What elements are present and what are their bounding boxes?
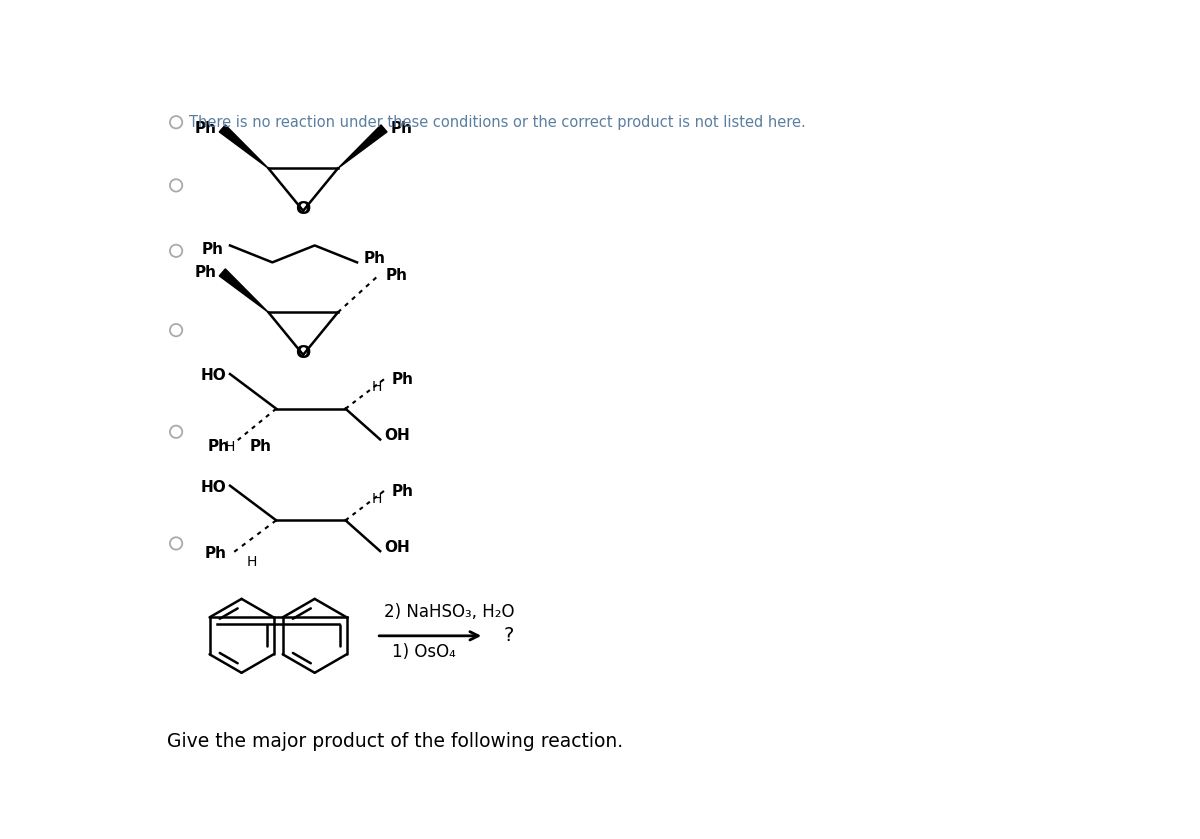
Text: OH: OH xyxy=(384,429,409,443)
Text: Ph: Ph xyxy=(250,439,271,454)
Text: Ph: Ph xyxy=(364,251,385,266)
Polygon shape xyxy=(338,125,388,169)
Text: HO: HO xyxy=(200,480,226,494)
Text: Ph: Ph xyxy=(194,121,216,136)
Text: H: H xyxy=(371,492,382,506)
Text: HO: HO xyxy=(200,367,226,383)
Text: 1) OsO₄: 1) OsO₄ xyxy=(391,643,456,660)
Text: 2) NaHSO₃, H₂O: 2) NaHSO₃, H₂O xyxy=(384,602,515,621)
Text: Ph: Ph xyxy=(391,484,414,499)
Text: Give the major product of the following reaction.: Give the major product of the following … xyxy=(167,732,623,751)
Text: Ph: Ph xyxy=(390,121,412,136)
Text: Ph: Ph xyxy=(385,268,408,283)
Text: O: O xyxy=(295,201,311,218)
Polygon shape xyxy=(220,125,269,169)
Text: H: H xyxy=(371,380,382,394)
Text: H: H xyxy=(224,440,235,454)
Text: Ph: Ph xyxy=(202,242,224,257)
Text: Ph: Ph xyxy=(204,546,226,561)
Text: ?: ? xyxy=(503,627,514,645)
Text: Ph: Ph xyxy=(194,264,216,279)
Text: There is no reaction under these conditions or the correct product is not listed: There is no reaction under these conditi… xyxy=(190,115,806,130)
Text: OH: OH xyxy=(384,540,409,555)
Polygon shape xyxy=(220,268,269,312)
Text: O: O xyxy=(295,345,311,362)
Text: Ph: Ph xyxy=(208,439,230,454)
Text: H: H xyxy=(247,555,257,569)
Text: Ph: Ph xyxy=(391,373,414,388)
